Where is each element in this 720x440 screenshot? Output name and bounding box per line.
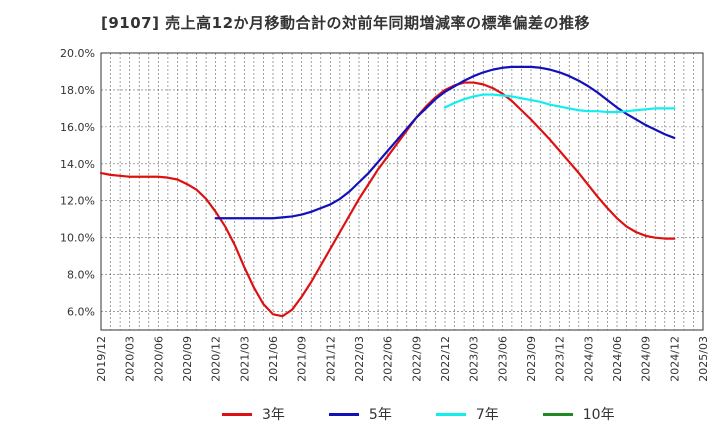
- y-tick-label: 20.0%: [60, 47, 95, 60]
- x-tick-label: 2022/03: [353, 336, 366, 382]
- legend-item: 3年: [222, 404, 285, 424]
- legend-label: 7年: [475, 407, 499, 423]
- legend-item: 10年: [542, 404, 615, 424]
- x-tick-label: 2023/06: [496, 336, 509, 382]
- x-tick-label: 2025/03: [697, 336, 710, 382]
- x-tick-label: 2024/09: [640, 336, 653, 382]
- y-tick-label: 12.0%: [60, 195, 95, 208]
- plot-border: [100, 52, 704, 331]
- x-tick-label: 2024/03: [582, 336, 595, 382]
- chart-title: [9107] 売上高12か月移動合計の対前年同期増減率の標準偏差の推移: [101, 14, 591, 32]
- x-tick-label: 2024/12: [668, 336, 681, 382]
- legend: 3年 5年 7年 10年: [222, 402, 659, 426]
- y-tick-label: 10.0%: [60, 232, 95, 245]
- x-tick-label: 2020/03: [124, 336, 137, 382]
- x-tick-label: 2020/12: [210, 336, 223, 382]
- plot-area: [101, 53, 703, 330]
- legend-swatch: [222, 412, 252, 416]
- legend-swatch: [542, 412, 573, 416]
- x-tick-label: 2021/06: [267, 336, 280, 382]
- y-tick-label: 6.0%: [67, 306, 95, 319]
- x-tick-label: 2019/12: [95, 336, 108, 382]
- series-lines: [99, 65, 676, 318]
- x-tick-label: 2022/12: [439, 336, 452, 382]
- x-tick-label: 2023/09: [525, 336, 538, 382]
- x-tick-label: 2023/03: [468, 336, 481, 382]
- legend-label: 10年: [582, 407, 615, 423]
- legend-item: 5年: [328, 404, 392, 424]
- x-tick-label: 2020/09: [181, 336, 194, 382]
- y-tick-label: 16.0%: [60, 121, 95, 134]
- x-tick-label: 2022/06: [382, 336, 395, 382]
- y-tick-label: 18.0%: [60, 84, 95, 97]
- axes: 6.0% 8.0% 10.0% 12.0% 14.0% 16.0% 18.0% 20.0% 20…: [60, 47, 710, 382]
- grid: [101, 52, 703, 330]
- x-tick-label: 2021/12: [324, 336, 337, 382]
- x-tick-label: 2021/03: [238, 336, 251, 382]
- x-tick-label: 2020/06: [152, 336, 165, 382]
- legend-label: 3年: [262, 407, 285, 423]
- legend-swatch: [435, 412, 466, 416]
- legend-item: 7年: [435, 404, 499, 424]
- series-line-7年: [443, 93, 676, 114]
- legend-swatch: [328, 412, 359, 416]
- y-tick-label: 8.0%: [67, 269, 95, 282]
- x-tick-label: 2023/12: [554, 336, 567, 382]
- y-tick-label: 14.0%: [60, 158, 95, 171]
- series-line-3年: [99, 81, 676, 318]
- x-tick-label: 2022/09: [410, 336, 423, 382]
- series-line-5年: [214, 65, 676, 220]
- x-tick-label: 2021/09: [296, 336, 309, 382]
- x-tick-label: 2024/06: [611, 336, 624, 382]
- legend-label: 5年: [368, 407, 392, 423]
